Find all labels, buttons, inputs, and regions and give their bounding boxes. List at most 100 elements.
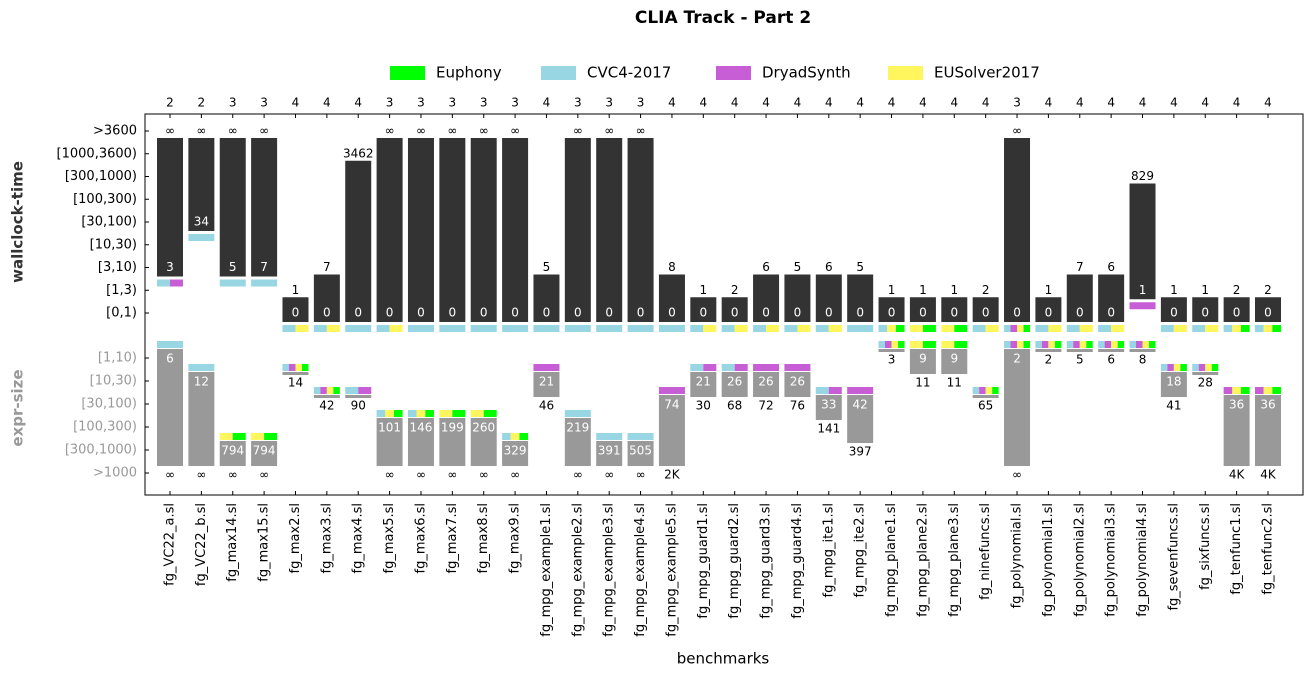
range-bar — [157, 349, 183, 466]
x-tick-label: fg_polynomial2.sl — [1072, 503, 1087, 617]
min-label: 0 — [1201, 306, 1209, 320]
y-axis-label: expr-size — [9, 369, 27, 446]
winner-strip — [470, 325, 497, 332]
y-tick-label: [3,10) — [98, 260, 137, 275]
winner-strip — [878, 325, 888, 332]
max-label: ∞ — [479, 468, 489, 482]
x-tick-label: fg_max4.sl — [351, 503, 366, 573]
winner-strip — [753, 325, 767, 332]
x-tick-label: fg_sevenfuncs.sl — [1166, 503, 1181, 611]
range-bar — [407, 138, 434, 322]
winner-strip — [1010, 325, 1018, 332]
max-label: 8 — [1139, 353, 1147, 367]
winner-strip — [1054, 341, 1062, 348]
x-tick-label: fg_mpg_example1.sl — [539, 503, 554, 637]
max-label: ∞ — [259, 468, 269, 482]
range-bar — [439, 138, 466, 322]
range-bar — [533, 274, 560, 322]
max-label: 90 — [351, 399, 366, 413]
max-label: 3 — [888, 353, 896, 367]
winner-strip — [533, 364, 560, 371]
winner-strip — [1010, 341, 1018, 348]
y-tick-label: [10,30) — [90, 374, 137, 389]
winner-strip — [922, 325, 936, 332]
winner-strip — [519, 433, 529, 440]
winner-strip — [703, 325, 717, 332]
winner-strip — [157, 341, 183, 348]
winner-strip — [376, 410, 386, 417]
winner-strip — [1205, 325, 1219, 332]
max-label: ∞ — [447, 468, 457, 482]
range-bar — [1004, 138, 1031, 322]
min-label: 9 — [919, 352, 927, 366]
max-label: 397 — [849, 445, 872, 459]
x-tick-label: fg_mpg_plane3.sl — [947, 503, 962, 617]
range-bar — [282, 297, 309, 322]
winner-strip — [847, 387, 874, 394]
count-label: 4 — [794, 96, 802, 110]
winner-strip — [1079, 341, 1087, 348]
winner-strip — [1104, 341, 1112, 348]
winner-strip — [282, 364, 289, 371]
max-label: ∞ — [636, 124, 646, 138]
max-label: ∞ — [228, 468, 238, 482]
min-label: 0 — [417, 306, 425, 320]
range-bar — [345, 395, 372, 398]
winner-strip — [1180, 364, 1187, 371]
min-label: 36 — [1229, 398, 1244, 412]
range-bar — [878, 297, 905, 322]
winner-strip — [1111, 341, 1118, 348]
min-label: 36 — [1260, 398, 1275, 412]
winner-strip — [734, 325, 748, 332]
legend-label: CVC4-2017 — [587, 64, 671, 82]
min-label: 12 — [194, 375, 209, 389]
winner-strip — [425, 410, 434, 417]
max-label: 42 — [319, 399, 334, 413]
x-tick-label: fg_mpg_ite1.sl — [821, 503, 836, 598]
min-label: 18 — [1166, 375, 1181, 389]
x-tick-label: fg_polynomial.sl — [1010, 503, 1025, 608]
max-label: ∞ — [573, 124, 583, 138]
count-label: 4 — [543, 96, 551, 110]
winner-strip — [288, 364, 296, 371]
max-label: 6 — [762, 260, 770, 274]
x-tick-label: fg_VC22_a.sl — [163, 503, 178, 586]
count-label: 4 — [1264, 96, 1272, 110]
winner-strip — [1205, 364, 1212, 371]
winner-strip — [815, 387, 829, 394]
x-tick-label: fg_max8.sl — [476, 503, 491, 573]
winner-strip — [313, 325, 327, 332]
winner-strip — [564, 410, 591, 417]
max-label: ∞ — [259, 124, 269, 138]
range-bar — [596, 138, 623, 322]
max-label: 829 — [1131, 169, 1154, 183]
winner-strip — [972, 325, 986, 332]
range-bar — [784, 372, 811, 397]
y-tick-label: [100,300) — [73, 420, 137, 435]
count-label: 4 — [1045, 96, 1053, 110]
min-label: 21 — [696, 375, 711, 389]
winner-strip — [891, 341, 899, 348]
x-tick-label: fg_max14.sl — [225, 503, 240, 582]
winner-strip — [1211, 364, 1219, 371]
min-label: 0 — [888, 306, 896, 320]
range-bar — [596, 441, 623, 466]
winner-strip — [1035, 341, 1042, 348]
winner-strip — [690, 364, 704, 371]
winner-strip — [439, 410, 453, 417]
winner-strip — [596, 325, 623, 332]
winner-strip — [376, 325, 390, 332]
max-label: 5 — [1076, 353, 1084, 367]
winner-strip — [1117, 341, 1125, 348]
winner-strip — [1223, 387, 1233, 394]
max-label: 7 — [1076, 260, 1084, 274]
x-tick-label: fg_mpg_guard4.sl — [790, 503, 805, 619]
winner-strip — [1079, 325, 1093, 332]
count-label: 3 — [386, 96, 394, 110]
min-label: 0 — [825, 306, 833, 320]
range-bar — [157, 138, 183, 277]
winner-strip — [502, 325, 529, 332]
x-tick-label: fg_sixfuncs.sl — [1198, 503, 1213, 590]
count-label: 2 — [198, 96, 206, 110]
